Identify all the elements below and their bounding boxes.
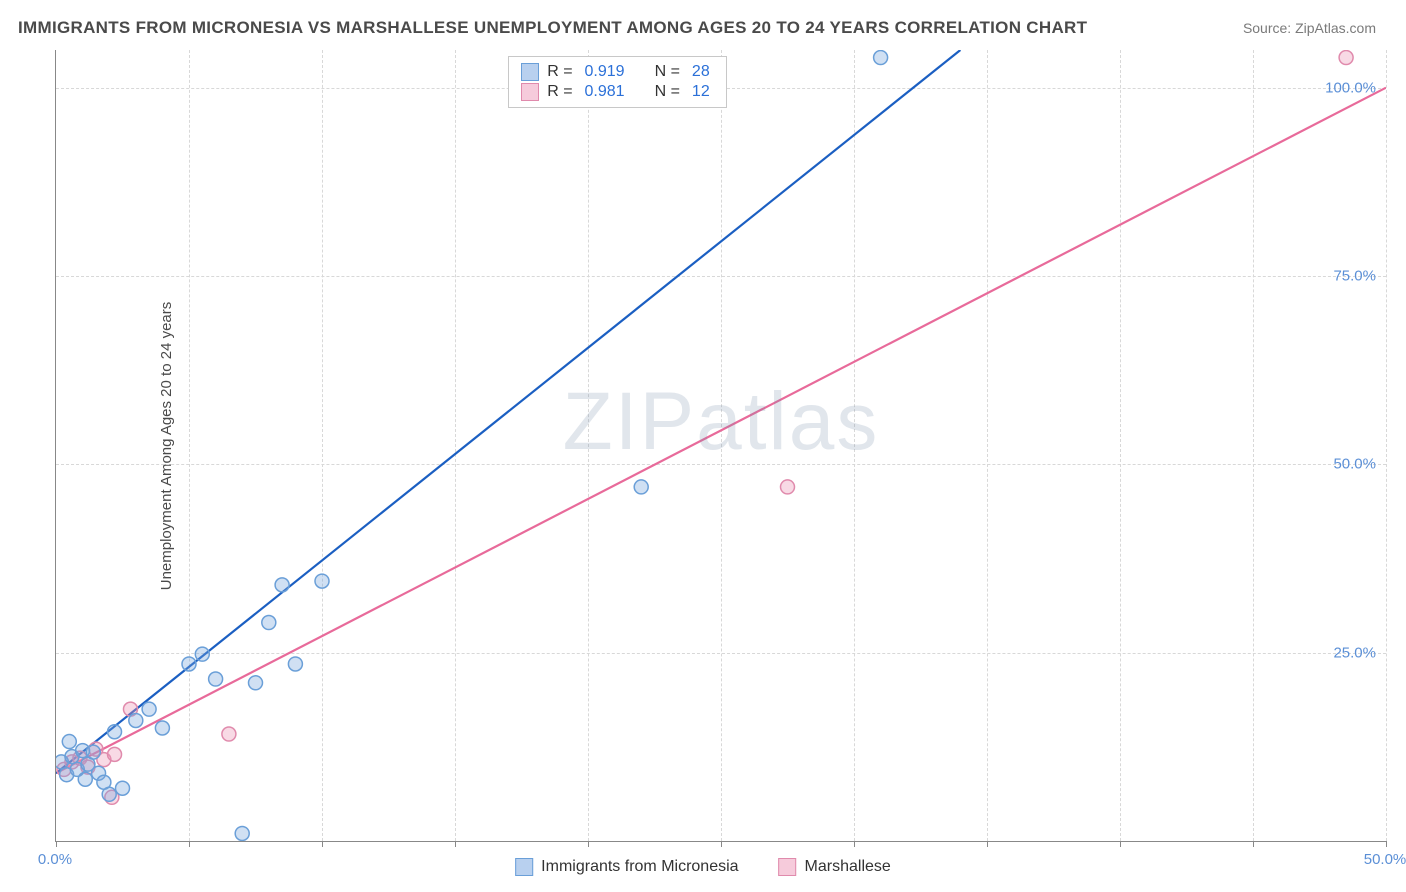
correlation-legend: R = 0.919 N = 28 R = 0.981 N = 12: [508, 56, 727, 108]
y-tick-label: 50.0%: [1333, 456, 1376, 473]
legend-r-value-1: 0.981: [585, 83, 625, 101]
legend-row-series-1: R = 0.981 N = 12: [521, 82, 714, 102]
x-axis-tick: [1253, 841, 1254, 847]
legend-r-value-0: 0.919: [585, 63, 625, 81]
data-point-series-0: [86, 745, 100, 759]
data-point-series-0: [62, 735, 76, 749]
source-attribution: Source: ZipAtlas.com: [1243, 20, 1376, 36]
data-point-series-0: [116, 781, 130, 795]
data-point-series-0: [108, 725, 122, 739]
legend-n-label: N =: [655, 83, 680, 101]
data-point-series-1: [222, 727, 236, 741]
y-tick-label: 25.0%: [1333, 644, 1376, 661]
x-axis-tick: [987, 841, 988, 847]
trend-line-series-1: [56, 88, 1386, 774]
data-point-series-0: [195, 647, 209, 661]
data-point-series-1: [1339, 51, 1353, 65]
data-point-series-0: [182, 657, 196, 671]
x-axis-tick: [1120, 841, 1121, 847]
legend-series-name-1: Marshallese: [805, 858, 891, 876]
plot-area: ZIPatlas R = 0.919 N = 28 R = 0.981 N = …: [55, 50, 1386, 842]
scatter-plot-svg: [56, 50, 1386, 841]
x-tick-label: 0.0%: [38, 851, 72, 868]
data-point-series-0: [288, 657, 302, 671]
data-point-series-0: [874, 51, 888, 65]
y-tick-label: 100.0%: [1325, 79, 1376, 96]
data-point-series-0: [142, 702, 156, 716]
legend-r-label: R =: [547, 83, 572, 101]
data-point-series-0: [235, 826, 249, 840]
data-point-series-0: [155, 721, 169, 735]
legend-n-label: N =: [655, 63, 680, 81]
legend-swatch-icon: [779, 858, 797, 876]
legend-row-series-0: R = 0.919 N = 28: [521, 62, 714, 82]
x-axis-tick: [854, 841, 855, 847]
y-tick-label: 75.0%: [1333, 268, 1376, 285]
data-point-series-0: [78, 772, 92, 786]
legend-series-name-0: Immigrants from Micronesia: [541, 858, 738, 876]
data-point-series-0: [249, 676, 263, 690]
legend-n-value-0: 28: [692, 63, 710, 81]
data-point-series-1: [781, 480, 795, 494]
data-point-series-0: [634, 480, 648, 494]
x-axis-tick: [322, 841, 323, 847]
gridline-vertical: [1386, 50, 1387, 841]
legend-r-label: R =: [547, 63, 572, 81]
x-axis-tick: [721, 841, 722, 847]
legend-swatch-icon: [515, 858, 533, 876]
data-point-series-0: [129, 713, 143, 727]
x-axis-tick: [56, 841, 57, 847]
chart-title: IMMIGRANTS FROM MICRONESIA VS MARSHALLES…: [18, 18, 1087, 38]
legend-n-value-1: 12: [692, 83, 710, 101]
data-point-series-0: [102, 787, 116, 801]
x-axis-tick: [455, 841, 456, 847]
legend-swatch-series-0: [521, 63, 539, 81]
legend-item-series-0: Immigrants from Micronesia: [515, 858, 738, 876]
x-tick-label: 50.0%: [1364, 851, 1406, 868]
series-legend: Immigrants from Micronesia Marshallese: [515, 858, 891, 876]
data-point-series-0: [262, 616, 276, 630]
data-point-series-1: [108, 747, 122, 761]
x-axis-tick: [189, 841, 190, 847]
data-point-series-0: [275, 578, 289, 592]
x-axis-tick: [1386, 841, 1387, 847]
x-axis-tick: [588, 841, 589, 847]
legend-item-series-1: Marshallese: [779, 858, 891, 876]
legend-swatch-series-1: [521, 83, 539, 101]
data-point-series-0: [209, 672, 223, 686]
data-point-series-0: [315, 574, 329, 588]
